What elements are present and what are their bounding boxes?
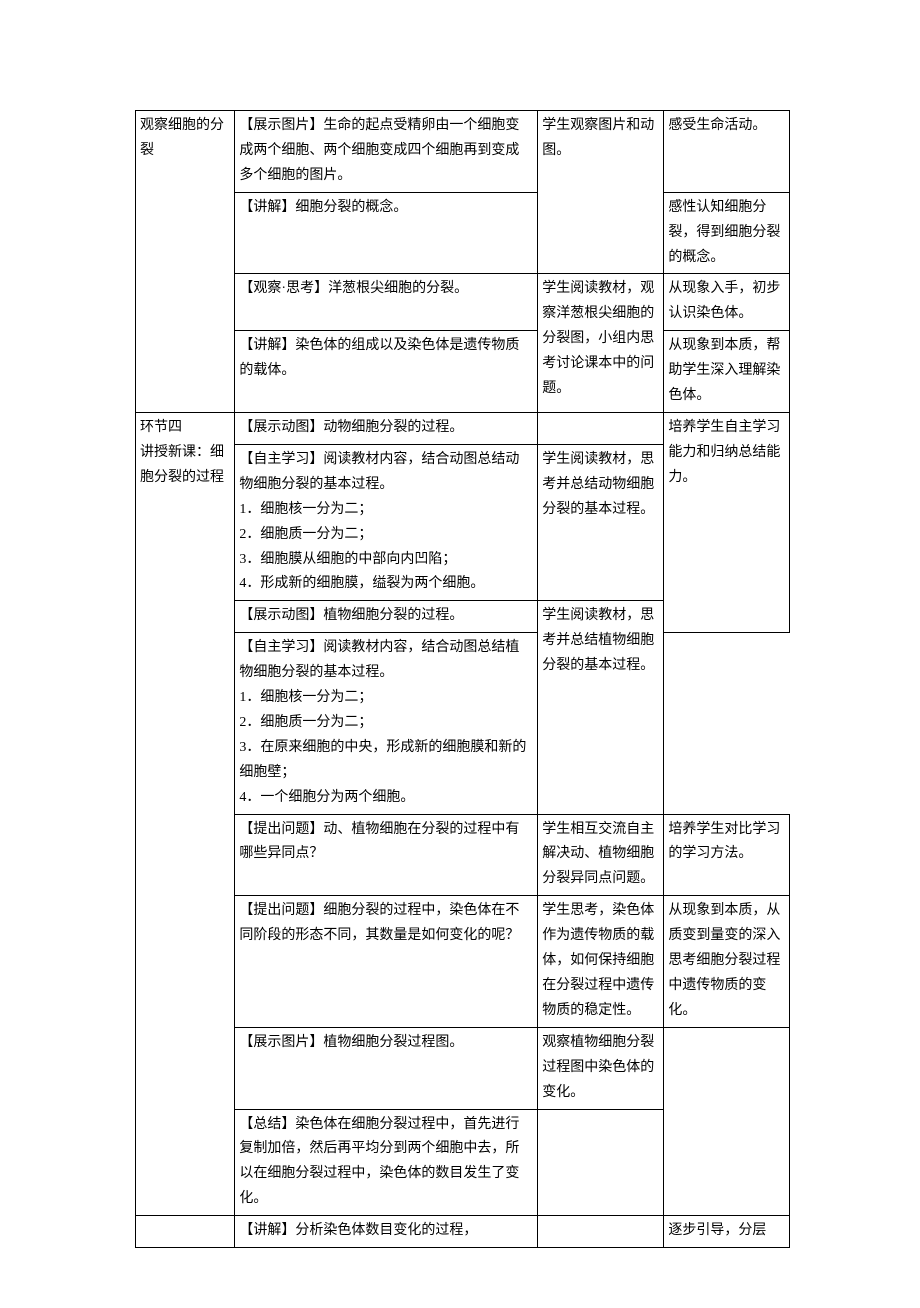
table-row: 观察细胞的分裂 【展示图片】生命的起点受精卵由一个细胞变成两个细胞、两个细胞变成… (136, 111, 790, 193)
cell-intent: 培养学生自主学习能力和归纳总结能力。 (664, 412, 790, 632)
cell-teacher: 【展示图片】植物细胞分裂过程图。 (235, 1027, 538, 1109)
cell-intent: 从现象入手，初步认识染色体。 (664, 274, 790, 331)
cell-teacher: 【展示动图】动物细胞分裂的过程。 (235, 412, 538, 444)
cell-stage (136, 1216, 235, 1248)
cell-intent: 逐步引导，分层 (664, 1216, 790, 1248)
cell-intent: 培养学生对比学习的学习方法。 (664, 814, 790, 896)
cell-intent (664, 1027, 790, 1215)
table-row: 环节四讲授新课：细胞分裂的过程 【展示动图】动物细胞分裂的过程。 培养学生自主学… (136, 412, 790, 444)
cell-student: 学生观察图片和动图。 (538, 111, 664, 274)
cell-teacher: 【观察·思考】洋葱根尖细胞的分裂。 (235, 274, 538, 331)
cell-intent: 感性认知细胞分裂，得到细胞分裂的概念。 (664, 192, 790, 274)
lesson-plan-table: 观察细胞的分裂 【展示图片】生命的起点受精卵由一个细胞变成两个细胞、两个细胞变成… (135, 110, 790, 1248)
cell-student (538, 412, 664, 444)
cell-teacher: 【提出问题】细胞分裂的过程中，染色体在不同阶段的形态不同，其数量是如何变化的呢？ (235, 896, 538, 1028)
cell-student: 学生相互交流自主解决动、植物细胞分裂异同点问题。 (538, 814, 664, 896)
cell-student: 学生阅读教材，思考并总结动物细胞分裂的基本过程。 (538, 444, 664, 600)
cell-teacher: 【展示图片】生命的起点受精卵由一个细胞变成两个细胞、两个细胞变成四个细胞再到变成… (235, 111, 538, 193)
cell-teacher: 【总结】染色体在细胞分裂过程中，首先进行复制加倍，然后再平均分到两个细胞中去，所… (235, 1109, 538, 1216)
cell-teacher: 【讲解】染色体的组成以及染色体是遗传物质的载体。 (235, 331, 538, 413)
cell-intent: 从现象到本质，帮助学生深入理解染色体。 (664, 331, 790, 413)
cell-intent: 感受生命活动。 (664, 111, 790, 193)
cell-student: 学生思考，染色体作为遗传物质的载体，如何保持细胞在分裂过程中遗传物质的稳定性。 (538, 896, 664, 1028)
cell-intent: 从现象到本质，从质变到量变的深入思考细胞分裂过程中遗传物质的变化。 (664, 896, 790, 1028)
cell-teacher: 【提出问题】动、植物细胞在分裂的过程中有哪些异同点？ (235, 814, 538, 896)
cell-teacher: 【自主学习】阅读教材内容，结合动图总结植物细胞分裂的基本过程。1．细胞核一分为二… (235, 633, 538, 814)
cell-teacher: 【讲解】细胞分裂的概念。 (235, 192, 538, 274)
cell-student: 观察植物细胞分裂过程图中染色体的变化。 (538, 1027, 664, 1109)
cell-stage: 环节四讲授新课：细胞分裂的过程 (136, 412, 235, 1215)
table-body: 观察细胞的分裂 【展示图片】生命的起点受精卵由一个细胞变成两个细胞、两个细胞变成… (136, 111, 790, 1248)
table-row: 【讲解】分析染色体数目变化的过程， 逐步引导，分层 (136, 1216, 790, 1248)
cell-student (538, 1216, 664, 1248)
cell-teacher: 【讲解】分析染色体数目变化的过程， (235, 1216, 538, 1248)
cell-student: 学生阅读教材，思考并总结植物细胞分裂的基本过程。 (538, 601, 664, 814)
cell-student (538, 1109, 664, 1216)
document-page: 观察细胞的分裂 【展示图片】生命的起点受精卵由一个细胞变成两个细胞、两个细胞变成… (0, 0, 920, 1308)
cell-student: 学生阅读教材，观察洋葱根尖细胞的分裂图，小组内思考讨论课本中的问题。 (538, 274, 664, 413)
cell-stage: 观察细胞的分裂 (136, 111, 235, 413)
cell-teacher: 【展示动图】植物细胞分裂的过程。 (235, 601, 538, 633)
cell-teacher: 【自主学习】阅读教材内容，结合动图总结动物细胞分裂的基本过程。1．细胞核一分为二… (235, 444, 538, 600)
